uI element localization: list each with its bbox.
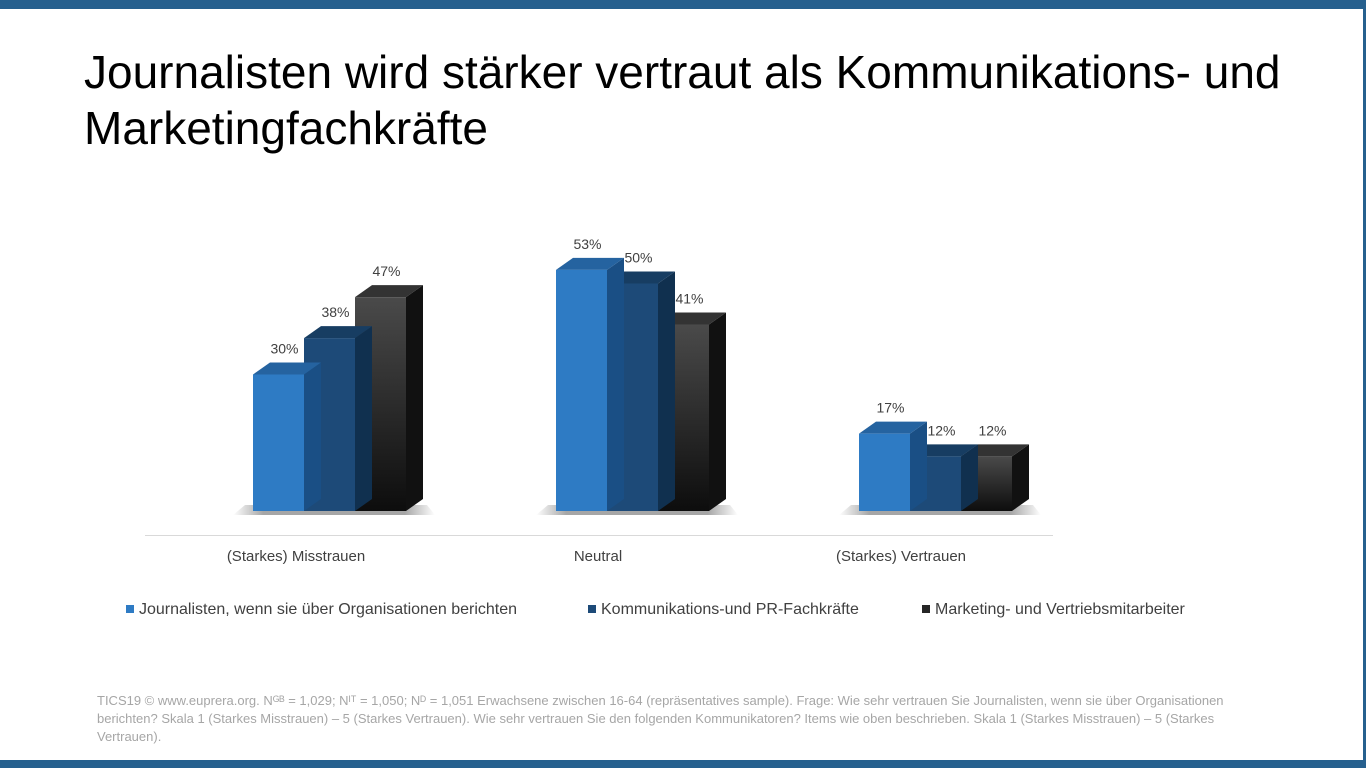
- legend-item-pr: Kommunikations-und PR-Fachkräfte: [588, 601, 859, 619]
- bar-chart: 47% 38% 30% 41% 50% 53% 12% 12% 17% (Starkes) Mi…: [145, 236, 1053, 565]
- legend-swatch-journalisten: [126, 605, 134, 613]
- right-edge-line: [1363, 0, 1366, 768]
- bar-top-marketing-0: [355, 285, 423, 298]
- bar-side-pr-0: [355, 326, 372, 511]
- data-label-journalisten-2: 17%: [876, 400, 904, 416]
- data-label-journalisten-1: 53%: [573, 236, 601, 252]
- bar-side-marketing-2: [1012, 444, 1029, 511]
- top-accent-bar: [0, 0, 1366, 9]
- bar-journalisten-1: [556, 269, 607, 511]
- data-label-marketing-1: 41%: [675, 290, 703, 306]
- bottom-accent-bar: [0, 760, 1366, 768]
- legend-label-marketing: Marketing- und Vertriebsmitarbeiter: [935, 601, 1185, 618]
- data-label-marketing-0: 47%: [372, 263, 400, 279]
- bar-side-journalisten-0: [304, 362, 321, 511]
- bar-side-pr-1: [658, 271, 675, 511]
- category-label: (Starkes) Misstrauen: [227, 548, 365, 565]
- category-label: (Starkes) Vertrauen: [836, 548, 966, 565]
- bar-top-pr-0: [304, 326, 372, 339]
- bar-top-journalisten-0: [253, 362, 321, 375]
- category-label: Neutral: [574, 548, 622, 565]
- data-label-marketing-2: 12%: [978, 422, 1006, 438]
- bar-side-journalisten-2: [910, 421, 927, 511]
- data-label-pr-0: 38%: [321, 304, 349, 320]
- bar-side-marketing-0: [406, 285, 423, 511]
- bar-journalisten-2: [859, 433, 910, 511]
- bar-side-pr-2: [961, 444, 978, 511]
- bar-top-journalisten-2: [859, 421, 927, 434]
- legend-item-marketing: Marketing- und Vertriebsmitarbeiter: [922, 601, 1185, 619]
- data-label-pr-2: 12%: [927, 422, 955, 438]
- bar-side-marketing-1: [709, 312, 726, 511]
- legend-label-journalisten: Journalisten, wenn sie über Organisation…: [139, 601, 518, 618]
- legend-item-journalisten: Journalisten, wenn sie über Organisation…: [126, 601, 517, 619]
- bar-side-journalisten-1: [607, 257, 624, 511]
- legend-swatch-pr: [588, 605, 596, 613]
- legend-swatch-marketing: [922, 605, 930, 613]
- bar-journalisten-0: [253, 374, 304, 511]
- legend-label-pr: Kommunikations-und PR-Fachkräfte: [601, 601, 859, 618]
- slide-title: Journalisten wird stärker vertraut als K…: [84, 46, 1281, 154]
- data-label-journalisten-0: 30%: [270, 341, 298, 357]
- footnote: TICS19 © www.euprera.org. Nᴳᴮ = 1,029; N…: [97, 693, 1224, 744]
- bar-top-journalisten-1: [556, 257, 624, 270]
- data-label-pr-1: 50%: [624, 250, 652, 266]
